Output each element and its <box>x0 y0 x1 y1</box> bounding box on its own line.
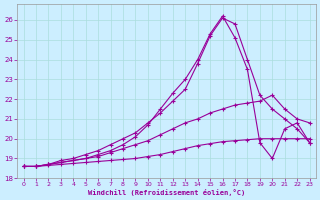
X-axis label: Windchill (Refroidissement éolien,°C): Windchill (Refroidissement éolien,°C) <box>88 189 245 196</box>
